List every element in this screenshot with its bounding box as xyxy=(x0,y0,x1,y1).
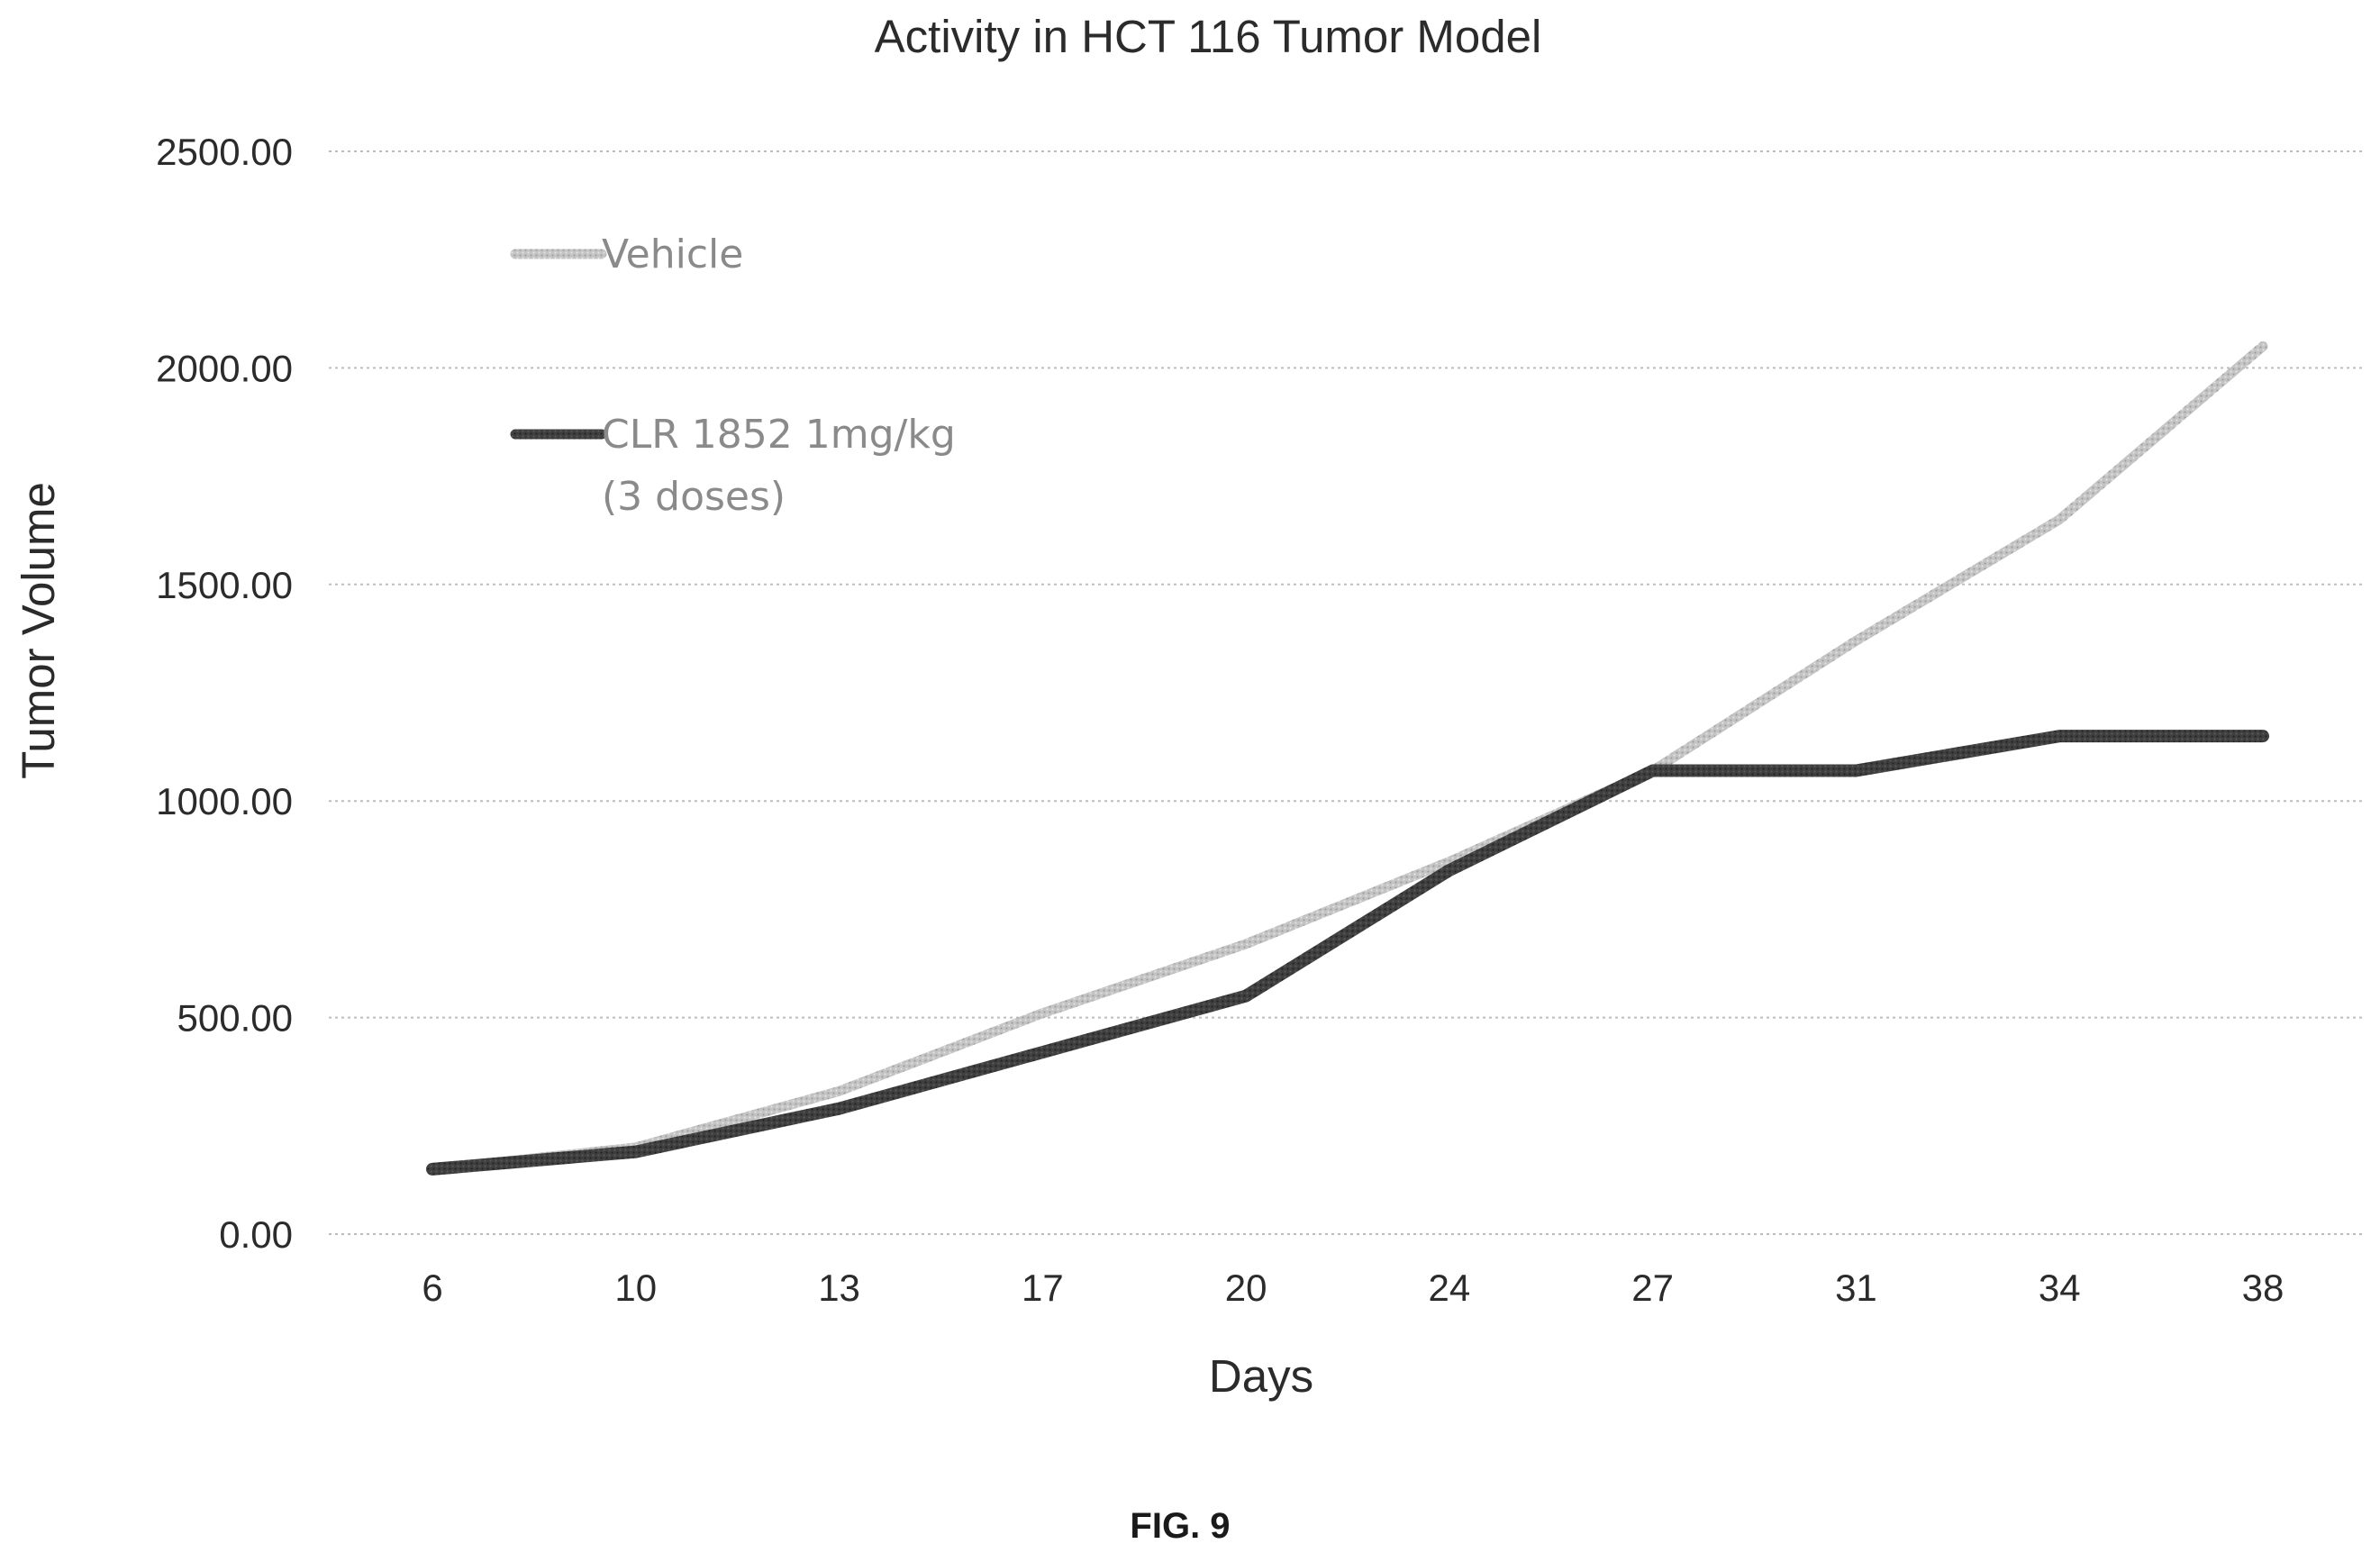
x-tick-label: 6 xyxy=(422,1267,442,1309)
x-tick-label: 13 xyxy=(818,1267,860,1309)
series-line-clr1852 xyxy=(426,730,2269,1176)
y-tick-label: 1500.00 xyxy=(156,564,293,606)
figure-caption: FIG. 9 xyxy=(1130,1506,1230,1546)
legend-label-clr1852-line2: (3 doses) xyxy=(602,474,786,520)
x-axis-ticks: 6 10 13 17 20 24 27 31 34 38 xyxy=(422,1267,2284,1309)
x-tick-label: 38 xyxy=(2242,1267,2285,1309)
series-lines xyxy=(426,341,2269,1176)
x-axis-label: Days xyxy=(1209,1350,1313,1402)
legend-label-clr1852-line1: CLR 1852 1mg/kg xyxy=(602,412,956,458)
x-tick-label: 17 xyxy=(1022,1267,1064,1309)
y-tick-label: 2000.00 xyxy=(156,347,293,389)
x-tick-label: 10 xyxy=(614,1267,657,1309)
y-tick-label: 2500.00 xyxy=(156,131,293,173)
legend-label-vehicle: Vehicle xyxy=(602,232,743,277)
y-tick-label: 500.00 xyxy=(177,997,293,1040)
y-tick-label: 1000.00 xyxy=(156,780,293,822)
gridlines xyxy=(329,150,2365,1235)
legend: Vehicle CLR 1852 1mg/kg (3 doses) xyxy=(510,232,956,520)
x-tick-label: 24 xyxy=(1429,1267,1471,1309)
y-axis-label: Tumor Volume xyxy=(13,482,64,779)
y-tick-label: 0.00 xyxy=(219,1213,293,1256)
chart-title: Activity in HCT 116 Tumor Model xyxy=(875,11,1542,62)
x-tick-label: 31 xyxy=(1835,1267,1877,1309)
x-tick-label: 20 xyxy=(1225,1267,1267,1309)
x-tick-label: 27 xyxy=(1631,1267,1674,1309)
x-tick-label: 34 xyxy=(2039,1267,2081,1309)
y-axis-ticks: 0.00 500.00 1000.00 1500.00 2000.00 2500.00 xyxy=(156,131,293,1256)
series-line-vehicle xyxy=(427,341,2268,1175)
